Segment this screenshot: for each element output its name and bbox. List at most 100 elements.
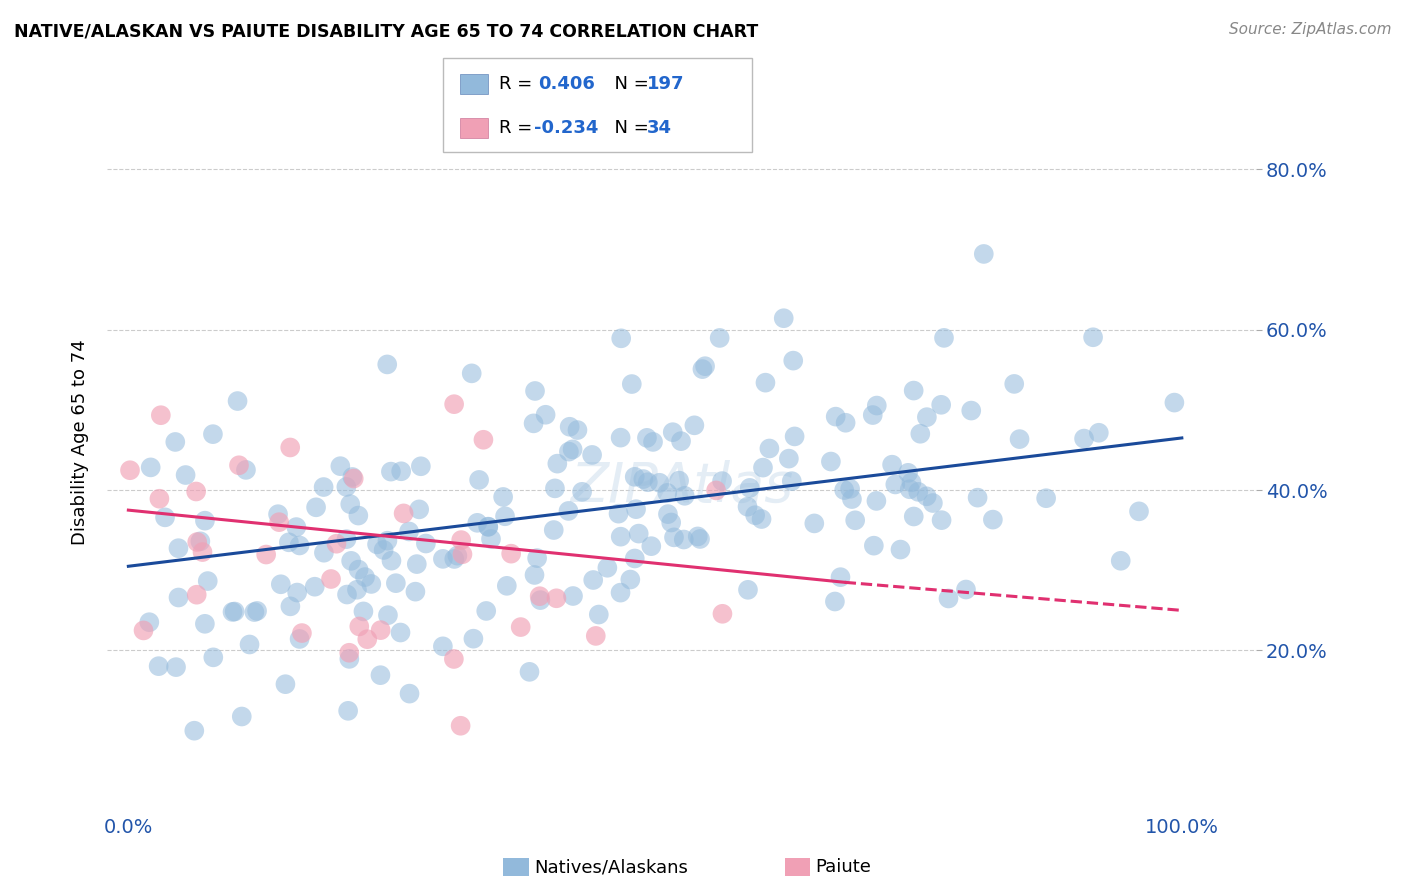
Point bbox=[844, 513, 866, 527]
Point bbox=[509, 620, 531, 634]
Point bbox=[938, 591, 960, 606]
Point bbox=[226, 394, 249, 409]
Point bbox=[432, 640, 454, 654]
Point bbox=[274, 677, 297, 691]
Point bbox=[450, 533, 472, 547]
Text: N =: N = bbox=[603, 75, 655, 93]
Point bbox=[1088, 425, 1111, 440]
Point bbox=[582, 573, 605, 587]
Point bbox=[153, 510, 176, 524]
Point bbox=[693, 359, 716, 374]
Point bbox=[610, 331, 633, 345]
Point bbox=[738, 481, 761, 495]
Point bbox=[657, 486, 679, 500]
Point bbox=[561, 442, 583, 457]
Point bbox=[443, 552, 465, 566]
Point bbox=[1081, 330, 1104, 344]
Point bbox=[342, 470, 364, 484]
Point bbox=[191, 545, 214, 559]
Point bbox=[432, 552, 454, 566]
Point bbox=[288, 539, 311, 553]
Point bbox=[366, 537, 388, 551]
Point bbox=[408, 502, 430, 516]
Point bbox=[221, 605, 243, 619]
Point bbox=[744, 508, 766, 523]
Point bbox=[884, 477, 907, 491]
Point bbox=[186, 535, 208, 549]
Point bbox=[529, 589, 551, 603]
Point bbox=[443, 397, 465, 411]
Point bbox=[349, 619, 371, 633]
Point bbox=[501, 547, 523, 561]
Point bbox=[581, 448, 603, 462]
Point bbox=[932, 331, 955, 345]
Text: 34: 34 bbox=[647, 120, 672, 137]
Point bbox=[955, 582, 977, 597]
Point bbox=[623, 470, 645, 484]
Point bbox=[960, 403, 983, 417]
Point bbox=[657, 507, 679, 521]
Point bbox=[194, 616, 217, 631]
Point bbox=[460, 367, 482, 381]
Point bbox=[709, 331, 731, 345]
Point bbox=[201, 427, 224, 442]
Point bbox=[468, 473, 491, 487]
Point bbox=[1008, 432, 1031, 446]
Point bbox=[915, 410, 938, 425]
Point bbox=[174, 468, 197, 483]
Point bbox=[415, 536, 437, 550]
Point bbox=[495, 579, 517, 593]
Point bbox=[148, 491, 170, 506]
Point bbox=[780, 474, 803, 488]
Point bbox=[863, 539, 886, 553]
Point bbox=[343, 471, 366, 485]
Point bbox=[186, 484, 208, 499]
Point bbox=[752, 460, 775, 475]
Point bbox=[672, 533, 695, 547]
Point bbox=[571, 484, 593, 499]
Point bbox=[186, 588, 208, 602]
Point bbox=[335, 532, 357, 546]
Point bbox=[165, 434, 187, 449]
Point bbox=[235, 463, 257, 477]
Point bbox=[312, 546, 335, 560]
Text: 197: 197 bbox=[647, 75, 685, 93]
Point bbox=[398, 687, 420, 701]
Point bbox=[830, 570, 852, 584]
Point bbox=[534, 408, 557, 422]
Point bbox=[824, 594, 846, 608]
Point bbox=[465, 516, 488, 530]
Point bbox=[754, 376, 776, 390]
Point bbox=[609, 585, 631, 599]
Point bbox=[544, 482, 567, 496]
Point bbox=[194, 514, 217, 528]
Point bbox=[139, 460, 162, 475]
Point bbox=[202, 650, 225, 665]
Point bbox=[380, 465, 402, 479]
Point bbox=[165, 660, 187, 674]
Point bbox=[285, 585, 308, 599]
Point bbox=[841, 491, 863, 506]
Point bbox=[522, 417, 544, 431]
Point bbox=[648, 475, 671, 490]
Point bbox=[238, 638, 260, 652]
Point bbox=[304, 580, 326, 594]
Point bbox=[640, 539, 662, 553]
Point bbox=[472, 433, 495, 447]
Point bbox=[269, 515, 291, 529]
Point bbox=[669, 434, 692, 449]
Point bbox=[1163, 395, 1185, 409]
Point bbox=[346, 582, 368, 597]
Point bbox=[312, 480, 335, 494]
Point bbox=[337, 652, 360, 666]
Point bbox=[783, 429, 806, 443]
Point bbox=[772, 311, 794, 326]
Point bbox=[183, 723, 205, 738]
Point bbox=[627, 526, 650, 541]
Point bbox=[337, 646, 360, 660]
Point bbox=[609, 431, 631, 445]
Point bbox=[463, 632, 485, 646]
Point bbox=[190, 534, 212, 549]
Point bbox=[347, 508, 370, 523]
Point bbox=[865, 494, 887, 508]
